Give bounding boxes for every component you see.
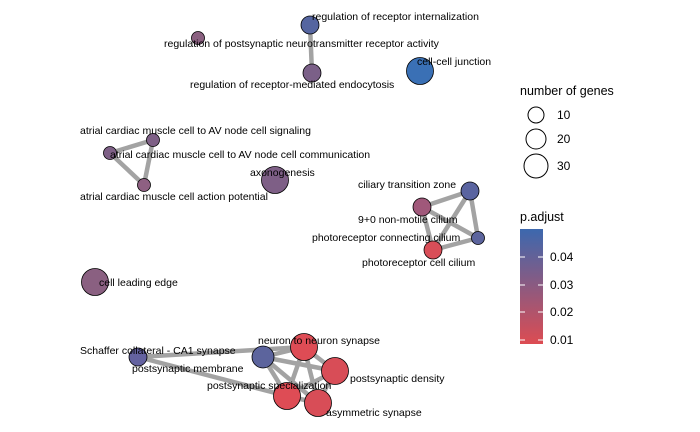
node-label-n9: ciliary transition zone [358, 179, 456, 191]
color-legend: p.adjust 0.04 0.03 0.02 0.01 [520, 210, 574, 347]
node-n7 [137, 178, 151, 192]
node-n6 [103, 146, 117, 160]
edge-n10-n11 [419, 204, 481, 241]
edge-n5-n6 [107, 137, 156, 156]
node-n10 [412, 197, 432, 217]
size-legend-circle-20 [525, 128, 547, 150]
size-legend-title: number of genes [520, 84, 614, 98]
labels-layer: regulation of receptor internalization re… [80, 11, 491, 419]
edge-n5-n7 [141, 137, 156, 188]
edge-n15-n18 [135, 354, 290, 399]
color-legend-tick-0.03: 0.03 [550, 278, 574, 292]
edge-n15-n16 [135, 344, 307, 360]
size-legend: number of genes 10 20 30 [520, 84, 614, 179]
size-legend-circle-30 [523, 153, 549, 179]
node-label-n7: atrial cardiac muscle cell action potent… [80, 191, 268, 203]
node-label-n3: regulation of receptor-mediated endocyto… [190, 79, 394, 91]
node-n9 [460, 181, 480, 201]
color-legend-tick-0.01: 0.01 [550, 333, 574, 347]
size-legend-circle-10 [527, 106, 545, 124]
node-n14 [251, 345, 275, 369]
node-n12 [423, 240, 443, 260]
size-legend-label-20: 20 [557, 132, 571, 146]
nodes-layer [81, 15, 485, 417]
node-label-n19: asymmetric synapse [326, 407, 422, 419]
node-label-n17: postsynaptic density [350, 373, 445, 385]
edge-n6-n7 [107, 150, 147, 188]
node-n5 [146, 133, 160, 147]
node-n15 [128, 347, 148, 367]
node-label-n14: Schaffer collateral - CA1 synapse [80, 345, 236, 357]
node-label-n13: cell leading edge [99, 277, 178, 289]
node-label-n8: axonogenesis [250, 167, 315, 179]
node-n17 [321, 357, 349, 385]
node-n18 [273, 382, 301, 410]
node-n19 [304, 389, 332, 417]
edge-n9-n12 [430, 188, 473, 253]
node-label-n2: regulation of postsynaptic neurotransmit… [164, 38, 440, 50]
node-n11 [471, 231, 485, 245]
color-legend-title: p.adjust [520, 210, 564, 224]
node-n3 [302, 63, 322, 83]
node-label-n4: cell-cell junction [417, 56, 491, 68]
size-legend-label-10: 10 [557, 108, 571, 122]
node-label-n15: postsynaptic membrane [132, 363, 244, 375]
node-label-n12: photoreceptor cell cilium [362, 257, 475, 269]
size-legend-label-30: 30 [557, 159, 571, 173]
node-label-n1: regulation of receptor internalization [312, 11, 479, 23]
color-legend-bar [520, 229, 543, 344]
node-label-n11: photoreceptor connecting cilium [312, 232, 461, 244]
node-label-n5: atrial cardiac muscle cell to AV node ce… [80, 125, 311, 137]
node-n1 [300, 15, 320, 35]
node-n16 [290, 333, 318, 361]
color-legend-tick-0.04: 0.04 [550, 250, 574, 264]
node-n8 [261, 166, 289, 194]
node-n2 [191, 31, 205, 45]
color-legend-tick-0.02: 0.02 [550, 305, 574, 319]
node-label-n16: neuron to neuron synapse [258, 335, 380, 347]
node-label-n18: postsynaptic specialization [207, 380, 331, 392]
node-n13 [81, 268, 109, 296]
node-label-n6: atrial cardiac muscle cell to AV node ce… [110, 149, 370, 161]
node-n4 [406, 57, 434, 85]
node-label-n10: 9+0 non-motile cilium [358, 214, 458, 226]
